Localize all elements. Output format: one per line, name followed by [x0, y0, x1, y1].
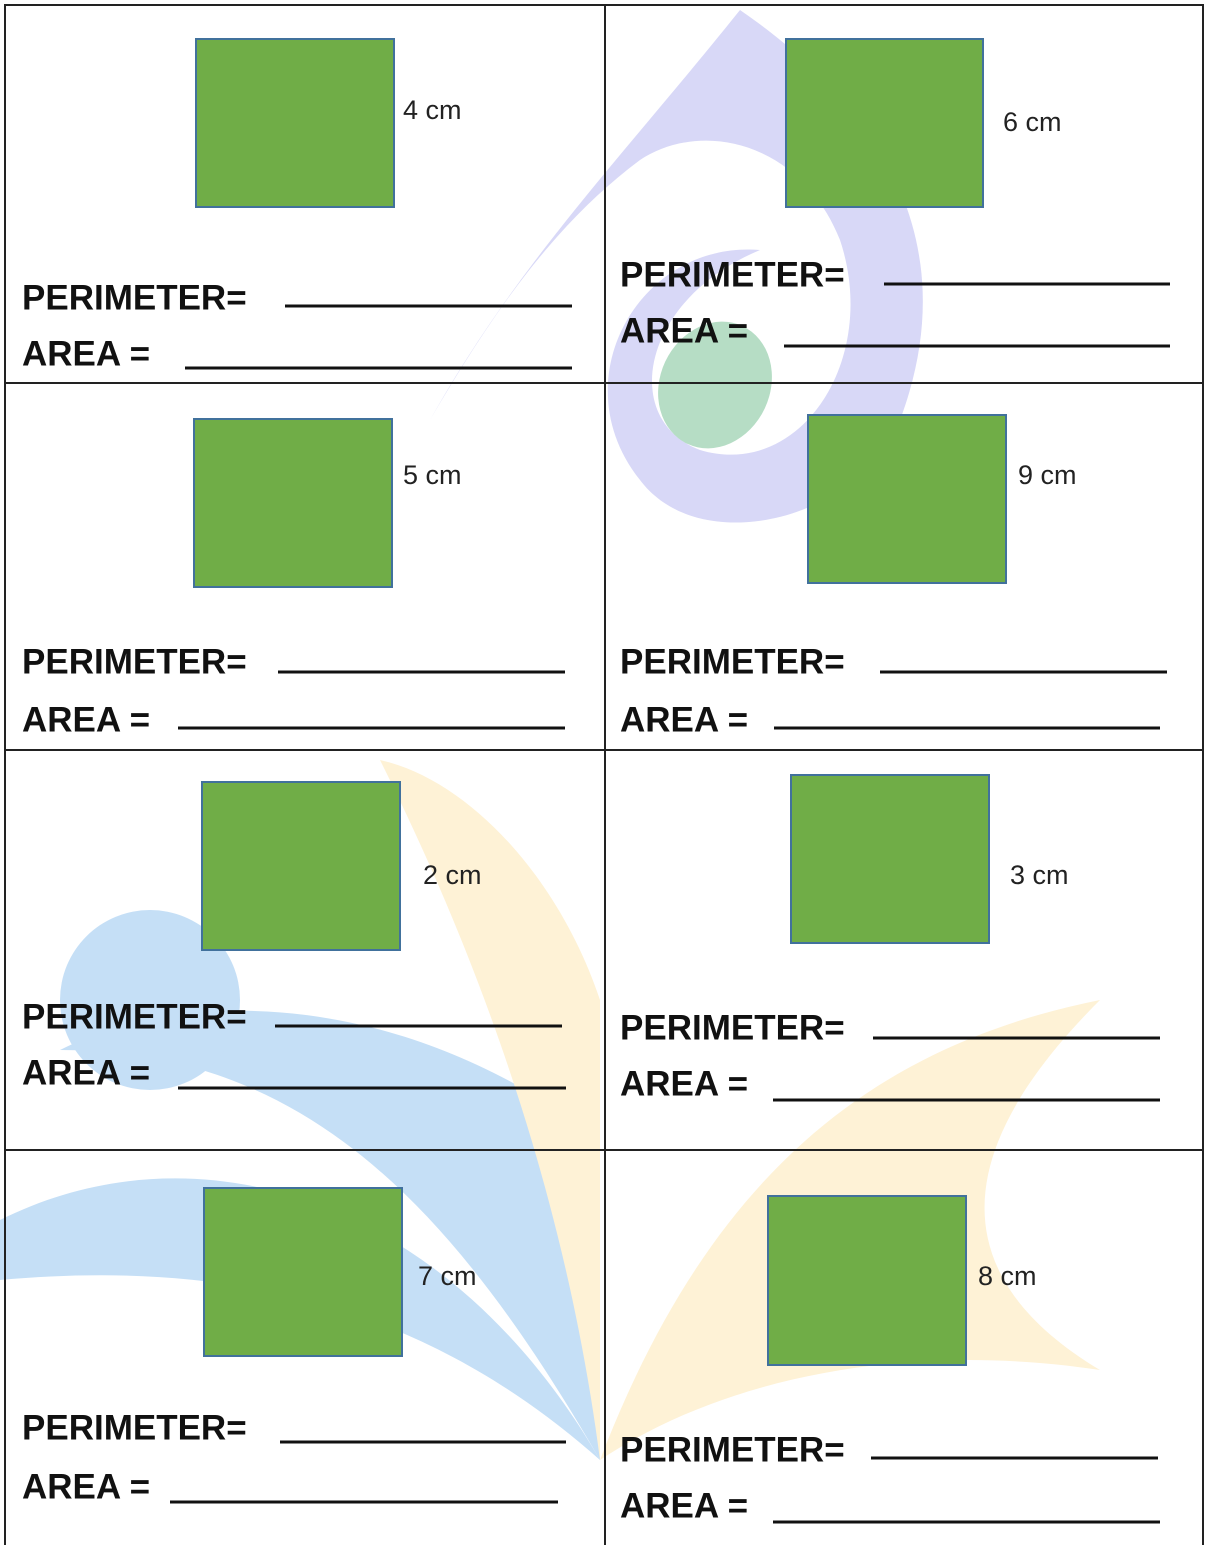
square [791, 775, 989, 943]
square [202, 782, 400, 950]
area-label: AREA = [620, 311, 748, 350]
side-label: 7 cm [418, 1261, 477, 1291]
square [768, 1196, 966, 1365]
square [786, 39, 983, 207]
perimeter-label: PERIMETER= [22, 278, 247, 317]
side-label: 9 cm [1018, 460, 1077, 490]
perimeter-label: PERIMETER= [620, 1430, 845, 1469]
worksheet: 4 cm PERIMETER= AREA = 6 cm PERIMETER= AREA =… [0, 0, 1205, 1545]
side-label: 3 cm [1010, 860, 1069, 890]
area-label: AREA = [620, 1486, 748, 1525]
area-label: AREA = [22, 334, 150, 373]
square [204, 1188, 402, 1356]
square [194, 419, 392, 587]
area-label: AREA = [620, 700, 748, 739]
area-label: AREA = [22, 1053, 150, 1092]
square [808, 415, 1006, 583]
side-label: 5 cm [403, 460, 462, 490]
perimeter-label: PERIMETER= [620, 1008, 845, 1047]
area-label: AREA = [22, 700, 150, 739]
perimeter-label: PERIMETER= [22, 1408, 247, 1447]
perimeter-label: PERIMETER= [22, 997, 247, 1036]
side-label: 8 cm [978, 1261, 1037, 1291]
perimeter-label: PERIMETER= [620, 642, 845, 681]
side-label: 6 cm [1003, 107, 1062, 137]
side-label: 2 cm [423, 860, 482, 890]
area-label: AREA = [22, 1467, 150, 1506]
perimeter-label: PERIMETER= [22, 642, 247, 681]
square [196, 39, 394, 207]
side-label: 4 cm [403, 95, 462, 125]
area-label: AREA = [620, 1064, 748, 1103]
perimeter-label: PERIMETER= [620, 255, 845, 294]
